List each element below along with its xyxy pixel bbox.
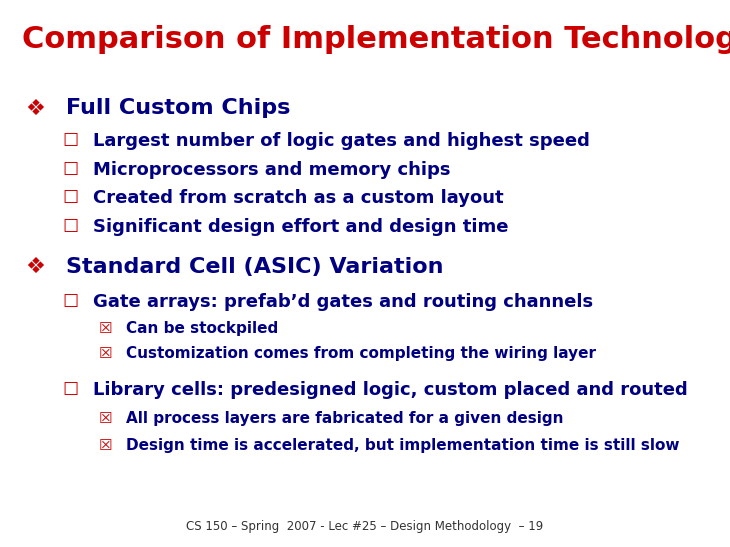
Text: ☐: ☐ [62,381,78,399]
Text: Created from scratch as a custom layout: Created from scratch as a custom layout [93,189,504,207]
Text: ☒: ☒ [99,438,112,452]
Text: ☐: ☐ [62,293,78,311]
Text: ☐: ☐ [62,189,78,207]
Text: Gate arrays: prefab’d gates and routing channels: Gate arrays: prefab’d gates and routing … [93,293,593,311]
Text: ❖: ❖ [26,98,45,119]
Text: ❖: ❖ [26,257,45,277]
Text: CS 150 – Spring  2007 - Lec #25 – Design Methodology  – 19: CS 150 – Spring 2007 - Lec #25 – Design … [186,520,544,533]
Text: Largest number of logic gates and highest speed: Largest number of logic gates and highes… [93,132,590,150]
Text: Comparison of Implementation Technologies: Comparison of Implementation Technologie… [22,25,730,54]
Text: Microprocessors and memory chips: Microprocessors and memory chips [93,161,450,179]
Text: Customization comes from completing the wiring layer: Customization comes from completing the … [126,346,596,360]
Text: ☒: ☒ [99,411,112,426]
Text: ☒: ☒ [99,346,112,360]
Text: Significant design effort and design time: Significant design effort and design tim… [93,218,508,236]
Text: Library cells: predesigned logic, custom placed and routed: Library cells: predesigned logic, custom… [93,381,688,399]
Text: Full Custom Chips: Full Custom Chips [66,98,290,119]
Text: ☐: ☐ [62,161,78,179]
Text: ☒: ☒ [99,321,112,336]
Text: All process layers are fabricated for a given design: All process layers are fabricated for a … [126,411,564,426]
Text: Can be stockpiled: Can be stockpiled [126,321,279,336]
Text: Design time is accelerated, but implementation time is still slow: Design time is accelerated, but implemen… [126,438,680,452]
Text: ☐: ☐ [62,218,78,236]
Text: Standard Cell (ASIC) Variation: Standard Cell (ASIC) Variation [66,257,443,277]
Text: ☐: ☐ [62,132,78,150]
